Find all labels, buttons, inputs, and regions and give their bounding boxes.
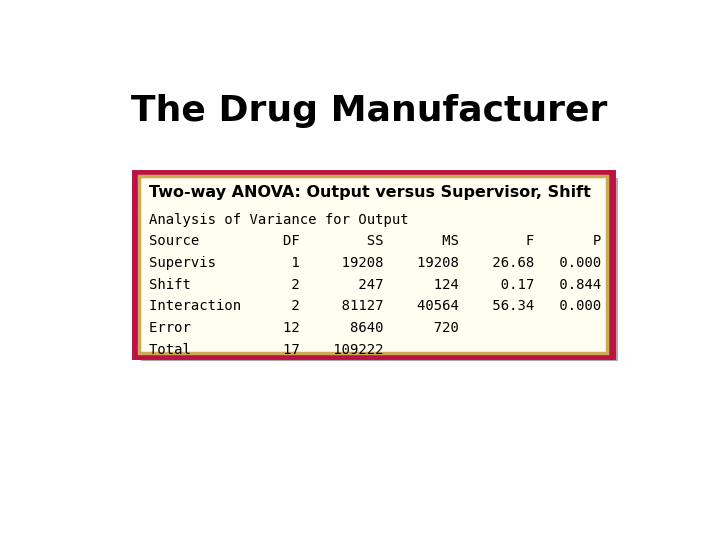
Text: The Drug Manufacturer: The Drug Manufacturer	[131, 94, 607, 128]
Text: Analysis of Variance for Output: Analysis of Variance for Output	[148, 213, 408, 227]
Text: Source          DF        SS       MS        F       P: Source DF SS MS F P	[148, 234, 601, 248]
Text: Two-way ANOVA: Output versus Supervisor, Shift: Two-way ANOVA: Output versus Supervisor,…	[148, 185, 590, 200]
FancyBboxPatch shape	[135, 173, 612, 356]
Text: Interaction      2     81127    40564    56.34   0.000: Interaction 2 81127 40564 56.34 0.000	[148, 299, 601, 313]
Text: Shift            2       247      124     0.17   0.844: Shift 2 247 124 0.17 0.844	[148, 278, 601, 292]
FancyBboxPatch shape	[141, 178, 618, 361]
Text: Total           17    109222: Total 17 109222	[148, 342, 383, 356]
Text: Supervis         1     19208    19208    26.68   0.000: Supervis 1 19208 19208 26.68 0.000	[148, 256, 601, 270]
Text: Error           12      8640      720: Error 12 8640 720	[148, 321, 459, 335]
